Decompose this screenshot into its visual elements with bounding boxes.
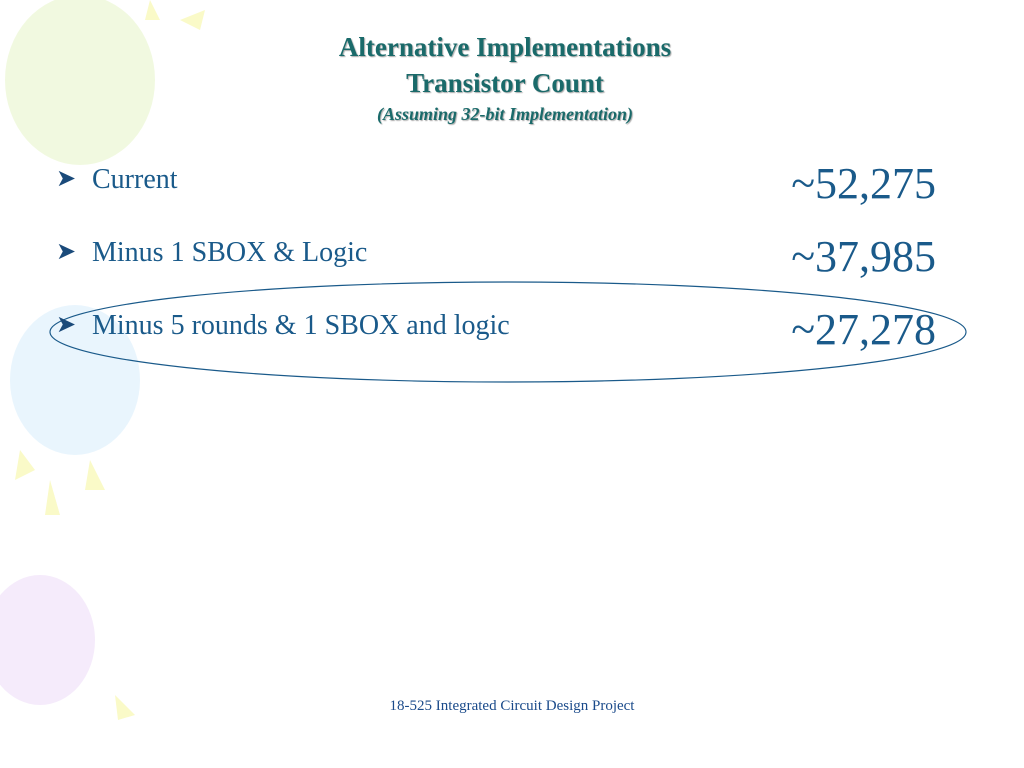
bullet-item: ➤ Current ~52,275 (56, 158, 936, 208)
item-value: ~37,985 (791, 232, 936, 281)
bullet-item: ➤ Minus 1 SBOX & Logic ~37,985 (56, 231, 936, 281)
bullet-arrow: ➤ (56, 166, 77, 192)
item-label: Current (92, 164, 178, 195)
note: (Assuming 32-bit Implementation) (376, 104, 634, 124)
bullet-arrow: ➤ (56, 312, 77, 338)
subtitle: Transistor Count (406, 68, 604, 98)
bullet-item: ➤ Minus 5 rounds & 1 SBOX and logic ~27,27… (56, 304, 936, 354)
item-value: ~27,278 (791, 305, 936, 354)
title: Alternative Implementations (338, 32, 672, 62)
item-label: Minus 5 rounds & 1 SBOX and logic (92, 310, 510, 341)
bullet-arrow: ➤ (56, 239, 77, 265)
footer: 18-525 Integrated Circuit Design Project (389, 698, 635, 714)
item-label: Minus 1 SBOX & Logic (92, 237, 368, 268)
item-value: ~52,275 (791, 159, 936, 208)
